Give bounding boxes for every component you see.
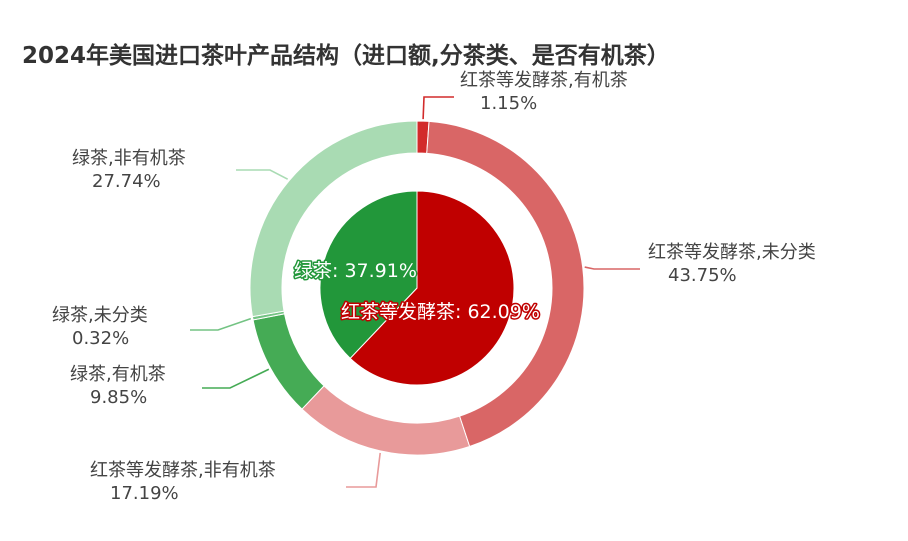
leader-line-3 bbox=[202, 368, 270, 389]
leader-line-4 bbox=[190, 317, 252, 331]
outer-label-name-4: 绿茶,未分类 bbox=[52, 305, 148, 326]
outer-label-pct-2: 17.19% bbox=[110, 483, 179, 504]
outer-label-name-1: 红茶等发酵茶,未分类 bbox=[648, 242, 816, 263]
outer-ring bbox=[249, 120, 585, 456]
outer-slice-2 bbox=[301, 385, 471, 456]
outer-slice-5 bbox=[249, 120, 418, 318]
inner-label-1: 绿茶: 37.91% bbox=[294, 260, 417, 282]
leader-lines bbox=[190, 96, 640, 488]
outer-label-pct-3: 9.85% bbox=[90, 387, 147, 408]
inner-labels: 红茶等发酵茶: 62.09% 绿茶: 37.91% bbox=[293, 259, 542, 325]
outer-label-pct-4: 0.32% bbox=[72, 328, 129, 349]
leader-line-2 bbox=[346, 452, 381, 488]
outer-label-name-5: 绿茶,非有机茶 bbox=[72, 148, 186, 169]
outer-label-name-2: 红茶等发酵茶,非有机茶 bbox=[90, 460, 276, 481]
inner-pie bbox=[319, 190, 515, 386]
inner-slice-0 bbox=[349, 190, 515, 386]
outer-label-pct-1: 43.75% bbox=[668, 265, 737, 286]
leader-line-5 bbox=[236, 169, 289, 180]
inner-slice-1 bbox=[319, 190, 418, 360]
leader-line-1 bbox=[584, 266, 640, 270]
outer-label-pct-0: 1.15% bbox=[480, 93, 537, 114]
outer-label-name-3: 绿茶,有机茶 bbox=[70, 364, 166, 385]
outer-label-name-0: 红茶等发酵茶,有机茶 bbox=[460, 70, 628, 91]
leader-line-0 bbox=[422, 96, 454, 120]
outer-slice-3 bbox=[252, 313, 325, 410]
outer-label-pct-5: 27.74% bbox=[92, 171, 161, 192]
chart-title: 2024年美国进口茶叶产品结构（进口额,分茶类、是否有机茶） bbox=[22, 42, 670, 69]
inner-label-0: 红茶等发酵茶: 62.09% bbox=[341, 301, 540, 323]
